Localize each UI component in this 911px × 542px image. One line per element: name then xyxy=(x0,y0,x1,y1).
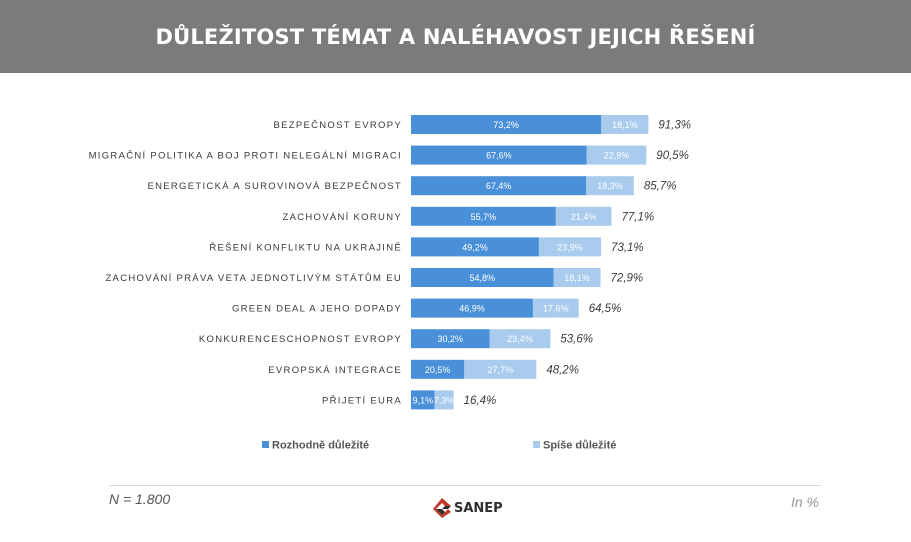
sanep-logo-icon xyxy=(433,498,451,518)
data-label: 22,9% xyxy=(604,151,630,161)
data-label: 9,1% xyxy=(413,395,434,405)
bar-segment-1 xyxy=(411,329,490,349)
category-label: KONKURENCESCHOPNOST EVROPY xyxy=(199,334,402,345)
legend-swatch-2 xyxy=(533,441,540,448)
data-label: 30,2% xyxy=(437,334,463,344)
data-label: 20,5% xyxy=(425,365,451,375)
chart-header: DŮLEŽITOST TÉMAT A NALÉHAVOST JEJICH ŘEŠ… xyxy=(0,0,911,73)
legend-swatch-1 xyxy=(262,441,269,448)
data-label: 7,3% xyxy=(434,395,455,405)
bar-segment-1 xyxy=(411,390,435,410)
category-label: PŘIJETÍ EURA xyxy=(322,395,402,406)
data-label: 54,8% xyxy=(469,273,495,283)
total-label: 77,1% xyxy=(621,211,654,223)
bar-segment-2 xyxy=(586,145,647,165)
bar-segment-1 xyxy=(411,268,554,287)
category-label: MIGRAČNÍ POLITIKA A BOJ PROTI NELEGÁLNÍ … xyxy=(89,151,402,162)
data-label: 49,2% xyxy=(462,242,488,252)
data-label: 23,4% xyxy=(507,334,533,344)
bar-segment-2 xyxy=(538,237,602,257)
total-label: 53,6% xyxy=(560,334,593,346)
sanep-logo: SANEP xyxy=(432,497,503,519)
bar-segment-2 xyxy=(601,115,649,134)
data-label: 55,7% xyxy=(471,212,497,222)
category-label: EVROPSKÁ INTEGRACE xyxy=(268,365,402,376)
total-label: 73,1% xyxy=(611,242,644,254)
data-label: 18,3% xyxy=(597,181,623,191)
data-label: 18,1% xyxy=(564,273,590,283)
data-label: 67,4% xyxy=(486,181,512,191)
category-label: ZACHOVÁNÍ PRÁVA VETA JEDNOTLIVÝM STÁTŮM … xyxy=(105,272,402,284)
data-label: 67,6% xyxy=(486,151,512,161)
bar-segment-1 xyxy=(411,237,539,257)
total-label: 64,5% xyxy=(589,303,622,315)
total-label: 91,3% xyxy=(658,120,691,132)
bar-segment-2 xyxy=(489,329,551,349)
bar-segment-2 xyxy=(586,176,634,196)
data-label: 18,1% xyxy=(612,120,638,130)
category-label: ENERGETICKÁ A SUROVINOVÁ BEZPEČNOST xyxy=(147,181,402,192)
total-label: 16,4% xyxy=(464,395,497,407)
chart-title: DŮLEŽITOST TÉMAT A NALÉHAVOST JEJICH ŘEŠ… xyxy=(155,24,756,49)
data-label: 46,9% xyxy=(459,304,485,314)
total-label: 90,5% xyxy=(656,150,689,162)
category-label: ZACHOVÁNÍ KORUNY xyxy=(282,212,402,223)
category-label: GREEN DEAL A JEHO DOPADY xyxy=(232,304,402,315)
category-label: ŘEŠENÍ KONFLIKTU NA UKRAJINĚ xyxy=(209,242,402,253)
bar-segment-2 xyxy=(532,298,579,318)
bar-segment-1 xyxy=(411,145,587,165)
category-label: BEZPEČNOST EVROPY xyxy=(273,120,402,131)
bar-segment-1 xyxy=(411,115,602,134)
data-label: 21,4% xyxy=(571,212,597,222)
data-label: 27,7% xyxy=(488,365,514,375)
bar-segment-1 xyxy=(411,359,465,379)
data-label: 17,6% xyxy=(543,304,569,314)
bar-segment-2 xyxy=(434,390,454,410)
bar-segment-1 xyxy=(411,206,556,226)
bar-segment-1 xyxy=(411,298,533,318)
data-label: 23,9% xyxy=(557,242,583,252)
bar-segment-2 xyxy=(553,268,601,287)
sample-size-label: N = 1.800 xyxy=(109,491,171,507)
logo-text: SANEP xyxy=(454,500,503,516)
total-label: 85,7% xyxy=(644,181,677,193)
bar-segment-2 xyxy=(555,206,612,226)
legend-label-1: Rozhodně důležité xyxy=(272,440,369,452)
total-label: 72,9% xyxy=(611,273,644,285)
bar-segment-2 xyxy=(464,359,537,379)
data-label: 73,2% xyxy=(493,120,519,130)
legend-label-2: Spíše důležité xyxy=(543,440,616,452)
footer-divider xyxy=(109,485,821,486)
total-label: 48,2% xyxy=(546,364,579,376)
bar-segment-1 xyxy=(411,176,587,196)
unit-label: In % xyxy=(790,494,819,510)
